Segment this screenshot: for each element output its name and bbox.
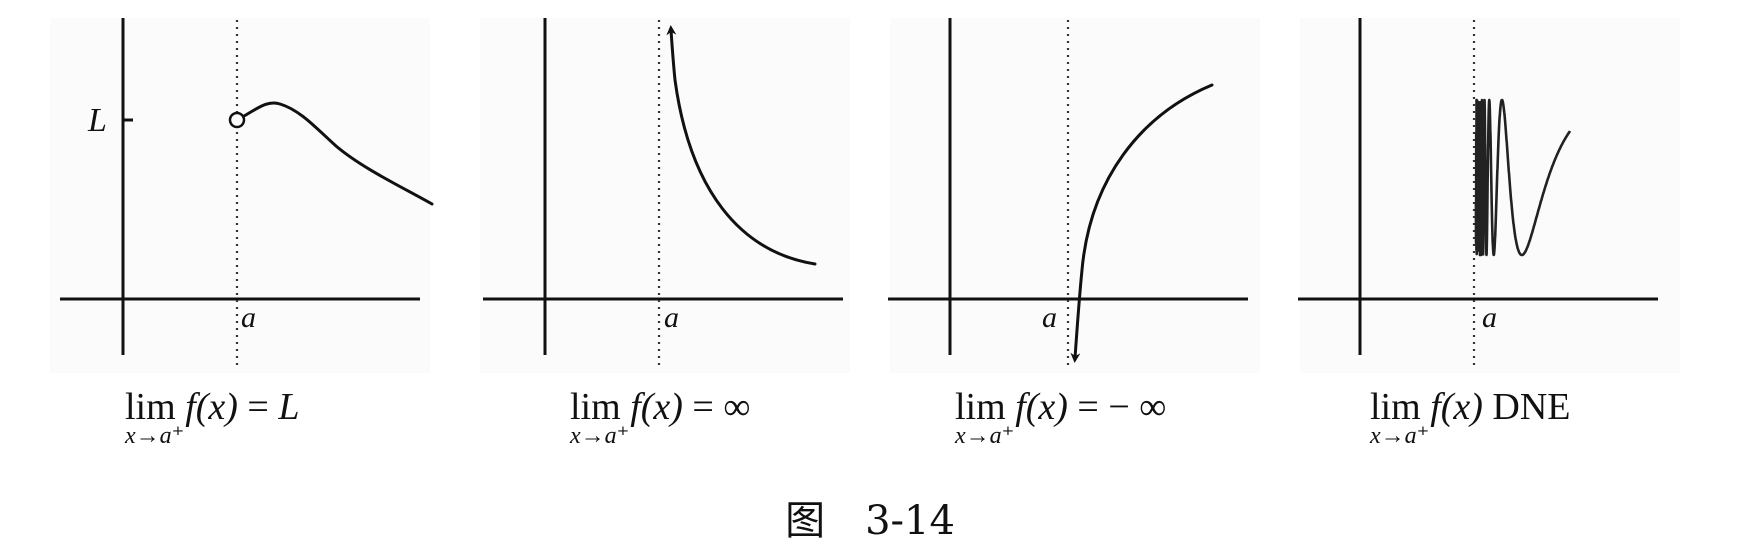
figure-label-prefix: 图 — [785, 498, 826, 544]
panel-1-a-label: a — [241, 301, 256, 334]
panel-4-a-label: a — [1482, 301, 1497, 334]
panel-1-function-curve — [242, 101, 434, 206]
panel-2-function-curve — [666, 25, 817, 266]
panel-3-lim-subscript: x→a⁺ — [955, 423, 1015, 449]
panel-1-lim-subscript: x→a⁺ — [125, 423, 185, 449]
panel-2-caption: lim x→a⁺ f(x) = ∞ — [570, 385, 751, 449]
panel-1-open-circle — [228, 111, 246, 129]
panel-2-equals: = — [682, 386, 724, 428]
panel-4-caption: lim x→a⁺ f(x) DNE — [1370, 385, 1571, 449]
panel-4-lim: lim — [1370, 386, 1421, 428]
panel-1-expression: f(x) — [185, 386, 238, 428]
panel-3-equals: = — [1067, 386, 1109, 428]
panel-2-lim-subscript: x→a⁺ — [570, 423, 630, 449]
panel-1-lim: lim — [125, 386, 176, 428]
panel-1: L a — [60, 18, 434, 368]
panel-2-a-label: a — [664, 301, 679, 334]
panel-4-expression: f(x) — [1430, 386, 1483, 428]
panel-2-expression: f(x) — [630, 386, 683, 428]
panel-4-lim-subscript: x→a⁺ — [1370, 423, 1430, 449]
panel-1-result: L — [278, 386, 300, 428]
panel-1-equals: = — [237, 386, 279, 428]
panel-3-background — [890, 18, 1260, 373]
panel-3-lim: lim — [955, 386, 1006, 428]
panel-1-background — [50, 18, 430, 373]
panel-4-result: DNE — [1492, 386, 1571, 428]
panel-3: a — [888, 18, 1248, 368]
panel-2-background — [480, 18, 850, 373]
panel-2-result: ∞ — [723, 386, 751, 428]
panel-3-function-curve — [1070, 83, 1214, 363]
panel-4-separator — [1483, 386, 1493, 428]
figure-label-number: 3-14 — [865, 498, 955, 544]
panel-2-lim: lim — [570, 386, 621, 428]
panel-4: a — [1298, 18, 1658, 368]
panel-4-background — [1300, 18, 1680, 373]
panel-3-a-label: a — [1042, 301, 1057, 334]
panel-1-L-label: L — [87, 102, 107, 139]
panel-4-oscillating-curve — [1474, 98, 1572, 257]
panel-3-expression: f(x) — [1015, 386, 1068, 428]
panel-1-caption: lim x→a⁺ f(x) = L — [125, 385, 300, 449]
panel-2: a — [483, 18, 843, 368]
panel-3-result: − ∞ — [1108, 386, 1167, 428]
figure-label: 图 3-14 — [0, 488, 1740, 546]
panel-3-caption: lim x→a⁺ f(x) = − ∞ — [955, 385, 1167, 449]
